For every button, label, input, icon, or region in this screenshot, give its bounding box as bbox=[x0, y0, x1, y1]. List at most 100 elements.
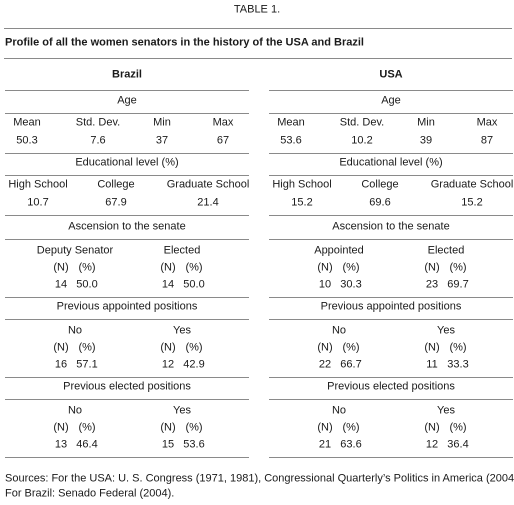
cell-value: 12 bbox=[425, 438, 439, 451]
rule bbox=[269, 457, 513, 458]
cell-value: 15.2 bbox=[291, 196, 313, 209]
cell-value: 50.0 bbox=[76, 278, 98, 291]
section-heading: Previous elected positions bbox=[63, 380, 191, 393]
cell-value: 10 bbox=[318, 278, 332, 291]
rule bbox=[269, 319, 513, 320]
cell-value: 21 bbox=[318, 438, 332, 451]
group-label: No bbox=[331, 404, 347, 417]
cell-value: 50.3 bbox=[16, 134, 38, 147]
cell-value: 50.0 bbox=[183, 278, 205, 291]
column-header: Min bbox=[417, 116, 435, 129]
column-header: Min bbox=[153, 116, 171, 129]
rule bbox=[5, 377, 249, 378]
section-heading: Previous appointed positions bbox=[56, 300, 198, 313]
rule bbox=[269, 175, 513, 176]
column-header: (%) bbox=[78, 261, 96, 274]
column-header: (N) bbox=[160, 341, 176, 354]
column-header: Graduate School bbox=[166, 178, 250, 191]
rule bbox=[269, 377, 513, 378]
table-title: TABLE 1. bbox=[233, 3, 281, 16]
cell-value: 7.6 bbox=[90, 134, 106, 147]
section-heading: Previous appointed positions bbox=[320, 300, 462, 313]
column-header: (N) bbox=[53, 421, 69, 434]
rule bbox=[269, 399, 513, 400]
column-header: College bbox=[361, 178, 399, 191]
group-label: Elected bbox=[163, 244, 201, 257]
column-header: (N) bbox=[160, 261, 176, 274]
column-header: (N) bbox=[317, 341, 333, 354]
source-note: For Brazil: Senado Federal (2004). bbox=[5, 487, 175, 500]
cell-value: 13 bbox=[54, 438, 68, 451]
column-header: College bbox=[97, 178, 135, 191]
rule bbox=[5, 457, 249, 458]
rule bbox=[5, 239, 249, 240]
cell-value: 15.2 bbox=[461, 196, 483, 209]
cell-value: 12 bbox=[161, 358, 175, 371]
cell-value: 66.7 bbox=[340, 358, 362, 371]
column-header: (N) bbox=[317, 421, 333, 434]
rule bbox=[5, 215, 249, 216]
section-heading: Previous elected positions bbox=[327, 380, 455, 393]
source-note: Sources: For the USA: U. S. Congress (19… bbox=[5, 472, 514, 485]
group-label: No bbox=[67, 404, 83, 417]
rule bbox=[4, 28, 512, 29]
cell-value: 10.2 bbox=[351, 134, 373, 147]
cell-value: 30.3 bbox=[340, 278, 362, 291]
column-header: (N) bbox=[424, 261, 440, 274]
cell-value: 36.4 bbox=[447, 438, 469, 451]
rule bbox=[5, 90, 249, 91]
column-header: (%) bbox=[185, 261, 203, 274]
group-label: Yes bbox=[173, 404, 191, 417]
rule bbox=[5, 399, 249, 400]
group-label: No bbox=[331, 324, 347, 337]
country-header: USA bbox=[379, 68, 403, 81]
section-heading: Educational level (%) bbox=[75, 156, 179, 169]
column-header: (%) bbox=[342, 341, 360, 354]
section-heading: Ascension to the senate bbox=[68, 220, 186, 233]
column-header: (%) bbox=[342, 261, 360, 274]
rule bbox=[269, 215, 513, 216]
column-header: (N) bbox=[53, 341, 69, 354]
group-label: Yes bbox=[437, 404, 455, 417]
rule bbox=[269, 113, 513, 114]
column-header: (%) bbox=[185, 341, 203, 354]
column-header: High School bbox=[272, 178, 332, 191]
group-label: Appointed bbox=[314, 244, 364, 257]
cell-value: 69.7 bbox=[447, 278, 469, 291]
column-header: (N) bbox=[53, 261, 69, 274]
rule bbox=[5, 297, 249, 298]
cell-value: 46.4 bbox=[76, 438, 98, 451]
column-header: (%) bbox=[78, 421, 96, 434]
cell-value: 33.3 bbox=[447, 358, 469, 371]
rule bbox=[5, 175, 249, 176]
column-header: Max bbox=[212, 116, 234, 129]
section-heading: Ascension to the senate bbox=[332, 220, 450, 233]
table-caption: Profile of all the women senators in the… bbox=[5, 36, 364, 49]
country-header: Brazil bbox=[112, 68, 142, 81]
column-header: (%) bbox=[449, 421, 467, 434]
group-label: Deputy Senator bbox=[36, 244, 114, 257]
column-header: Std. Dev. bbox=[75, 116, 121, 129]
rule bbox=[269, 153, 513, 154]
group-label: Yes bbox=[437, 324, 455, 337]
column-header: (%) bbox=[342, 421, 360, 434]
cell-value: 37 bbox=[155, 134, 169, 147]
cell-value: 14 bbox=[161, 278, 175, 291]
column-header: (%) bbox=[449, 261, 467, 274]
rule bbox=[4, 58, 512, 59]
cell-value: 11 bbox=[426, 358, 438, 371]
column-header: Max bbox=[476, 116, 498, 129]
cell-value: 57.1 bbox=[76, 358, 98, 371]
cell-value: 53.6 bbox=[183, 438, 205, 451]
cell-value: 22 bbox=[318, 358, 332, 371]
cell-value: 69.6 bbox=[369, 196, 391, 209]
column-header: Mean bbox=[277, 116, 305, 129]
section-heading: Educational level (%) bbox=[339, 156, 443, 169]
rule bbox=[5, 113, 249, 114]
section-heading: Age bbox=[381, 94, 401, 107]
column-header: (N) bbox=[160, 421, 176, 434]
cell-value: 67.9 bbox=[105, 196, 127, 209]
cell-value: 23 bbox=[425, 278, 439, 291]
column-header: High School bbox=[8, 178, 68, 191]
